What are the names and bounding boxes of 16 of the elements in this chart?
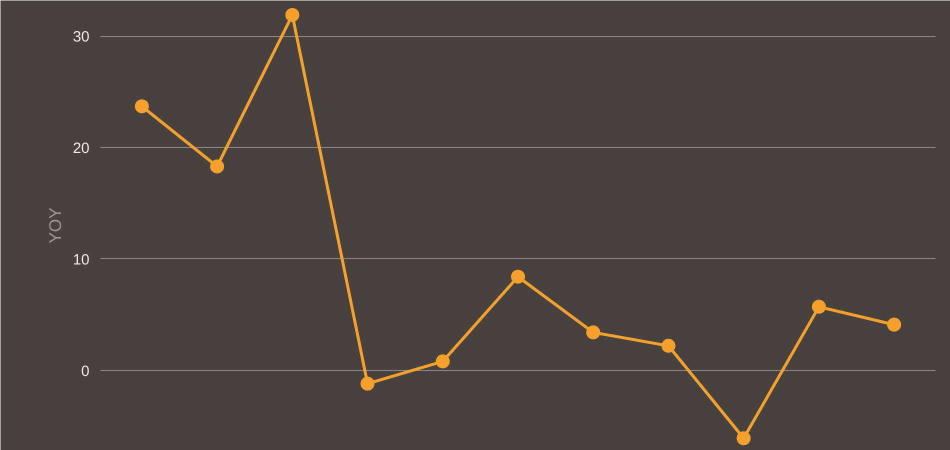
point xyxy=(134,99,149,114)
point xyxy=(736,431,751,446)
y-tick-label: 20 xyxy=(72,140,90,158)
point xyxy=(285,8,300,22)
point xyxy=(360,376,375,391)
point xyxy=(887,318,902,332)
y-tick-label: 10 xyxy=(72,251,90,268)
point xyxy=(812,300,826,314)
y-tick-label: 30 xyxy=(72,28,90,46)
point xyxy=(436,354,450,368)
y-axis-title: YOY xyxy=(46,208,65,244)
y-tick-label: 0 xyxy=(81,362,90,380)
point xyxy=(586,325,600,340)
point xyxy=(511,270,525,284)
point xyxy=(210,159,224,174)
point xyxy=(661,338,676,353)
